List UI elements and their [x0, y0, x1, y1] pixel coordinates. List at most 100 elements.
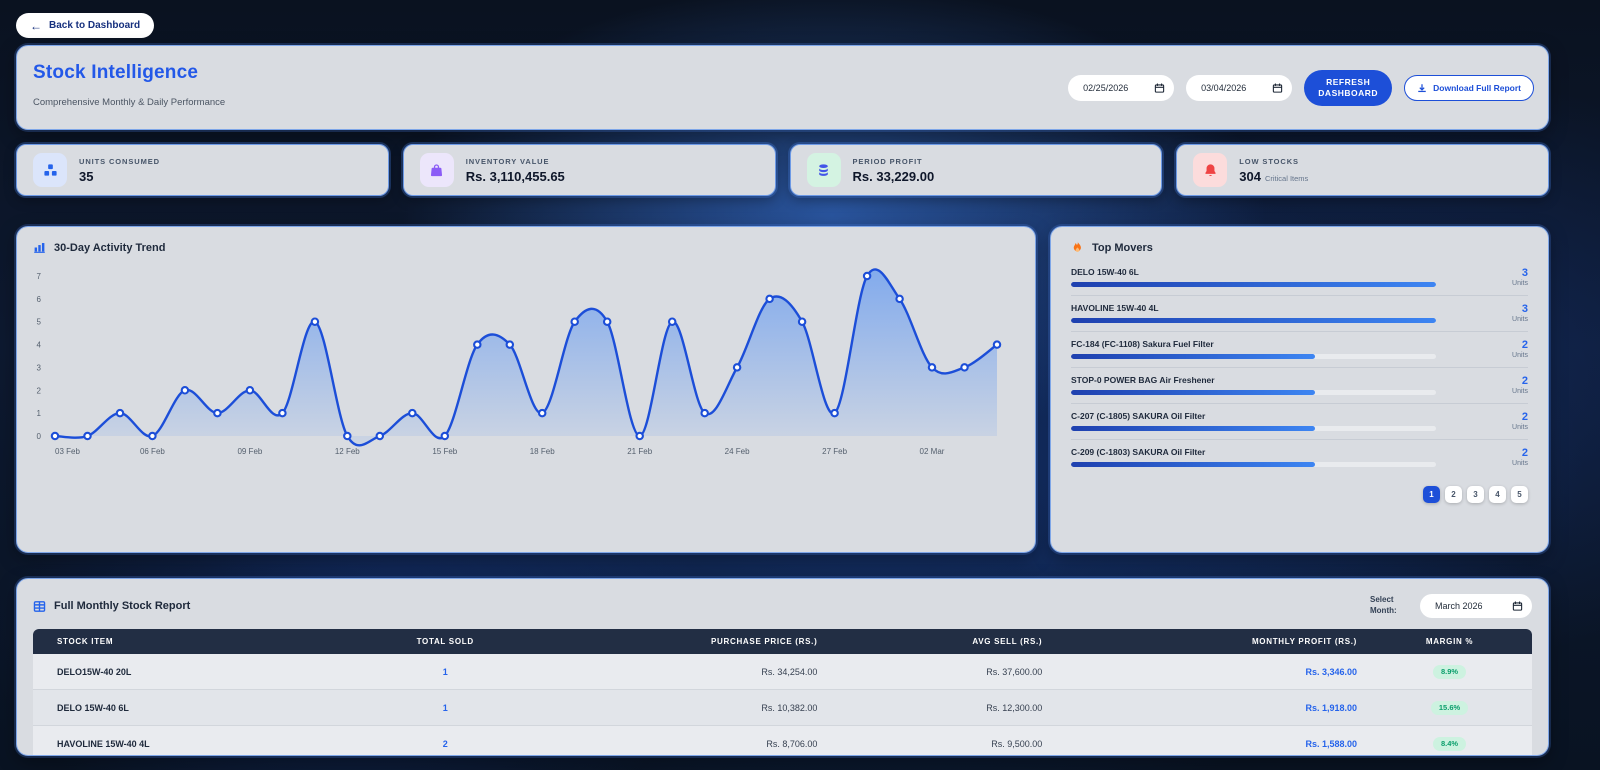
- stat-label: INVENTORY VALUE: [465, 156, 550, 166]
- date-to-input[interactable]: [1186, 74, 1293, 101]
- cell-total-sold: 1: [347, 654, 543, 690]
- top-mover-bar-track: [1071, 462, 1437, 467]
- top-mover-name: C-209 (C-1803) SAKURA Oil Filter: [1071, 447, 1206, 457]
- pagination-page-button[interactable]: 1: [1423, 486, 1440, 503]
- report-title-row: Full Monthly Stock Report Select Month:: [17, 579, 1548, 629]
- cell-margin: 15.6%: [1367, 690, 1532, 726]
- table-column-header: TOTAL SOLD: [347, 629, 543, 654]
- top-mover-name: HAVOLINE 15W-40 4L: [1071, 303, 1159, 313]
- page-subtitle: Comprehensive Monthly & Daily Performanc…: [33, 97, 226, 108]
- top-mover-item: STOP-0 POWER BAG Air Freshener 2 Units: [1071, 368, 1528, 404]
- cell-margin: 8.9%: [1367, 654, 1532, 690]
- alert-bell-icon: [1193, 153, 1228, 187]
- inventory-bag-icon: [419, 153, 454, 187]
- top-mover-units-value: 3: [1521, 303, 1528, 315]
- table-column-header: AVG SELL (RS.): [827, 629, 1053, 654]
- svg-text:02 Mar: 02 Mar: [920, 447, 945, 456]
- stat-card-units-consumed: UNITS CONSUMED 35: [16, 144, 389, 196]
- stat-label: UNITS CONSUMED: [79, 156, 160, 166]
- top-movers-title-row: Top Movers: [1051, 227, 1548, 260]
- page-header: Stock Intelligence Comprehensive Monthly…: [16, 45, 1549, 130]
- flame-icon: [1073, 241, 1081, 252]
- top-movers-list: DELO 15W-40 6L 3 Units HAVOLINE 15W-40 4…: [1051, 260, 1548, 475]
- refresh-dashboard-button[interactable]: REFRESH DASHBOARD: [1304, 69, 1393, 106]
- select-month-label: Select Month:: [1370, 595, 1397, 615]
- top-mover-item: C-209 (C-1803) SAKURA Oil Filter 2 Units: [1071, 440, 1528, 475]
- top-mover-bar-track: [1071, 282, 1437, 287]
- svg-text:06 Feb: 06 Feb: [140, 447, 165, 456]
- top-mover-bar-track: [1071, 390, 1437, 395]
- stat-label: PERIOD PROFIT: [852, 156, 923, 166]
- pagination-page-button[interactable]: 2: [1445, 486, 1462, 503]
- month-select-field[interactable]: [1420, 594, 1532, 618]
- top-mover-item: HAVOLINE 15W-40 4L 3 Units: [1071, 296, 1528, 332]
- top-mover-units-label: Units: [1512, 280, 1528, 287]
- stat-card-period-profit: PERIOD PROFIT Rs. 33,229.00: [789, 144, 1163, 196]
- pagination-page-button[interactable]: 4: [1489, 486, 1506, 503]
- stat-card-inventory-value: INVENTORY VALUE Rs. 3,110,455.65: [402, 144, 776, 196]
- pagination-page-button[interactable]: 5: [1511, 486, 1528, 503]
- top-mover-units-value: 3: [1521, 267, 1528, 279]
- date-to-field[interactable]: [1186, 74, 1293, 101]
- date-from-input[interactable]: [1068, 74, 1175, 101]
- top-mover-name: C-207 (C-1805) SAKURA Oil Filter: [1071, 411, 1206, 421]
- cell-purchase-price: Rs. 8,706.00: [542, 726, 828, 755]
- stats-row: UNITS CONSUMED 35 INVENTORY VALUE Rs. 3,…: [16, 144, 1549, 196]
- cell-total-sold: 2: [347, 726, 543, 755]
- svg-text:6: 6: [37, 295, 42, 304]
- table-header-row: STOCK ITEM TOTAL SOLD PURCHASE PRICE (RS.)…: [33, 629, 1532, 654]
- table-row: DELO15W-40 20L 1 Rs. 34,254.00 Rs. 37,60…: [33, 654, 1532, 690]
- svg-text:2: 2: [37, 386, 42, 395]
- pagination-page-button[interactable]: 3: [1467, 486, 1484, 503]
- top-mover-units-value: 2: [1521, 411, 1528, 423]
- cell-monthly-profit: Rs. 3,346.00: [1052, 654, 1368, 690]
- table-column-header: STOCK ITEM: [33, 629, 348, 654]
- page-title: Stock Intelligence: [33, 62, 199, 83]
- table-column-header: PURCHASE PRICE (RS.): [542, 629, 828, 654]
- top-mover-units-value: 2: [1521, 375, 1528, 387]
- activity-trend-chart: 0 1 2 3 4 5 6 7 03 Feb 06 Feb 09 Feb 12 Feb 15 Feb 18…: [17, 258, 1035, 468]
- download-full-report-button[interactable]: Download Full Report: [1404, 74, 1534, 101]
- svg-text:03 Feb: 03 Feb: [55, 447, 80, 456]
- cell-monthly-profit: Rs. 1,918.00: [1052, 690, 1368, 726]
- bar-chart-icon: [34, 243, 45, 253]
- top-mover-name: FC-184 (FC-1108) Sakura Fuel Filter: [1071, 339, 1214, 349]
- top-mover-bar-fill: [1071, 354, 1315, 359]
- svg-text:15 Feb: 15 Feb: [432, 447, 457, 456]
- margin-badge: 15.6%: [1430, 700, 1469, 715]
- cell-purchase-price: Rs. 10,382.00: [542, 690, 828, 726]
- svg-text:09 Feb: 09 Feb: [237, 447, 262, 456]
- top-mover-item: DELO 15W-40 6L 3 Units: [1071, 260, 1528, 296]
- top-movers-panel: Top Movers DELO 15W-40 6L 3 Units HAVOLI…: [1050, 226, 1549, 553]
- back-arrow-icon: ←: [30, 18, 42, 33]
- svg-text:7: 7: [37, 272, 42, 281]
- back-to-dashboard-button[interactable]: ← Back to Dashboard: [16, 13, 155, 38]
- cell-margin: 8.4%: [1367, 726, 1532, 755]
- margin-badge: 8.9%: [1432, 664, 1467, 679]
- top-mover-units-value: 2: [1521, 339, 1528, 351]
- table-row: HAVOLINE 15W-40 4L 2 Rs. 8,706.00 Rs. 9,…: [33, 726, 1532, 755]
- svg-text:1: 1: [37, 409, 42, 418]
- stat-card-low-stocks: LOW STOCKS 304 Critical Items: [1176, 144, 1549, 196]
- cell-avg-sell: Rs. 9,500.00: [827, 726, 1053, 755]
- stat-value: Rs. 3,110,455.65: [465, 168, 565, 184]
- calendar-icon: [1272, 83, 1283, 93]
- svg-text:18 Feb: 18 Feb: [530, 447, 555, 456]
- date-from-field[interactable]: [1068, 74, 1175, 101]
- top-mover-bar-track: [1071, 354, 1437, 359]
- top-mover-units-label: Units: [1512, 424, 1528, 431]
- monthly-report-panel: Full Monthly Stock Report Select Month: …: [16, 578, 1549, 756]
- header-controls: REFRESH DASHBOARD Download Full Report: [1068, 69, 1534, 106]
- activity-trend-panel: 30-Day Activity Trend 0 1 2 3 4 5 6 7 03 Feb 06 F…: [16, 226, 1036, 553]
- top-mover-bar-track: [1071, 318, 1437, 323]
- svg-text:12 Feb: 12 Feb: [335, 447, 360, 456]
- top-mover-bar-track: [1071, 426, 1437, 431]
- cell-stock-item: HAVOLINE 15W-40 4L: [33, 726, 348, 755]
- stock-report-table: STOCK ITEM TOTAL SOLD PURCHASE PRICE (RS.)…: [33, 629, 1532, 755]
- top-mover-bar-fill: [1071, 462, 1315, 467]
- top-mover-name: STOP-0 POWER BAG Air Freshener: [1071, 375, 1215, 385]
- top-movers-title: Top Movers: [1092, 241, 1153, 254]
- cell-stock-item: DELO15W-40 20L: [33, 654, 348, 690]
- top-mover-bar-fill: [1071, 390, 1315, 395]
